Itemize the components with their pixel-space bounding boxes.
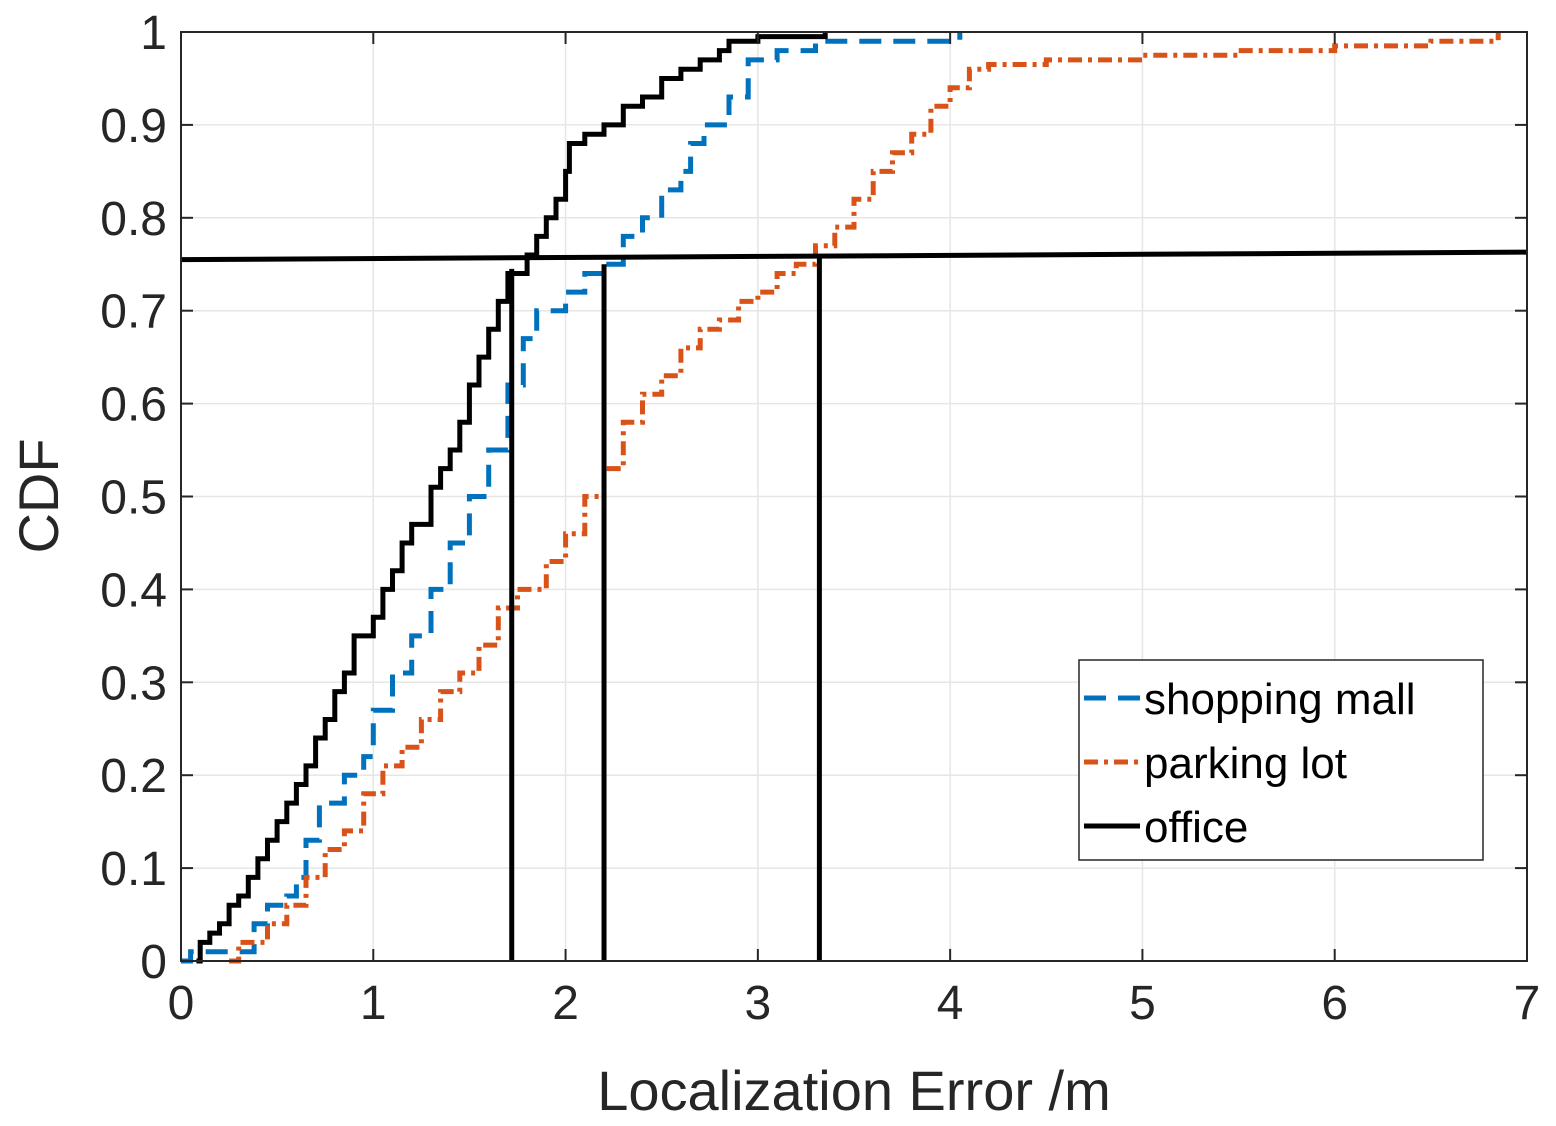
tick-marks	[180, 31, 1528, 962]
legend-label: shopping mall	[1144, 675, 1416, 724]
y-tick-label: 0.1	[100, 843, 167, 896]
y-tick-label: 0.5	[100, 472, 167, 525]
y-tick-label: 0.3	[100, 657, 167, 710]
y-axis-title: CDF	[7, 438, 70, 553]
y-tick-label: 0.4	[100, 564, 167, 617]
x-tick-label: 5	[1129, 977, 1156, 1030]
series-line-parking-lot	[229, 32, 1501, 964]
x-tick-label: 2	[552, 977, 579, 1030]
legend-box	[1078, 659, 1484, 861]
y-tick-label: 0.8	[100, 193, 167, 246]
legend: shopping mall parking lot office	[1078, 659, 1484, 861]
legend-label: parking lot	[1144, 739, 1347, 788]
x-tick-labels: 0 1 2 3 4 5 6 7	[168, 977, 1541, 1030]
series-lines	[181, 32, 1501, 964]
x-tick-label: 3	[745, 977, 772, 1030]
y-tick-label: 0.9	[100, 100, 167, 153]
x-tick-label: 1	[360, 977, 387, 1030]
x-tick-label: 0	[168, 977, 195, 1030]
series-line-shopping-mall	[181, 32, 963, 964]
reference-lines	[180, 249, 1528, 961]
y-tick-labels: 0 0.1 0.2 0.3 0.4 0.5 0.6 0.7 0.8 0.9 1	[100, 7, 167, 989]
series-line-office	[196, 32, 828, 964]
x-tick-label: 7	[1514, 977, 1541, 1030]
legend-items: shopping mall parking lot office	[1084, 675, 1416, 852]
y-tick-label: 0.2	[100, 750, 167, 803]
legend-label: office	[1144, 803, 1248, 852]
y-tick-label: 0.7	[100, 286, 167, 339]
x-tick-label: 4	[937, 977, 964, 1030]
x-tick-label: 6	[1321, 977, 1348, 1030]
y-tick-label: 0	[140, 936, 167, 989]
x-axis-title: Localization Error /m	[597, 1059, 1111, 1122]
y-tick-label: 1	[140, 7, 167, 60]
reference-line-horizontal	[180, 249, 1528, 263]
y-tick-label: 0.6	[100, 379, 167, 432]
